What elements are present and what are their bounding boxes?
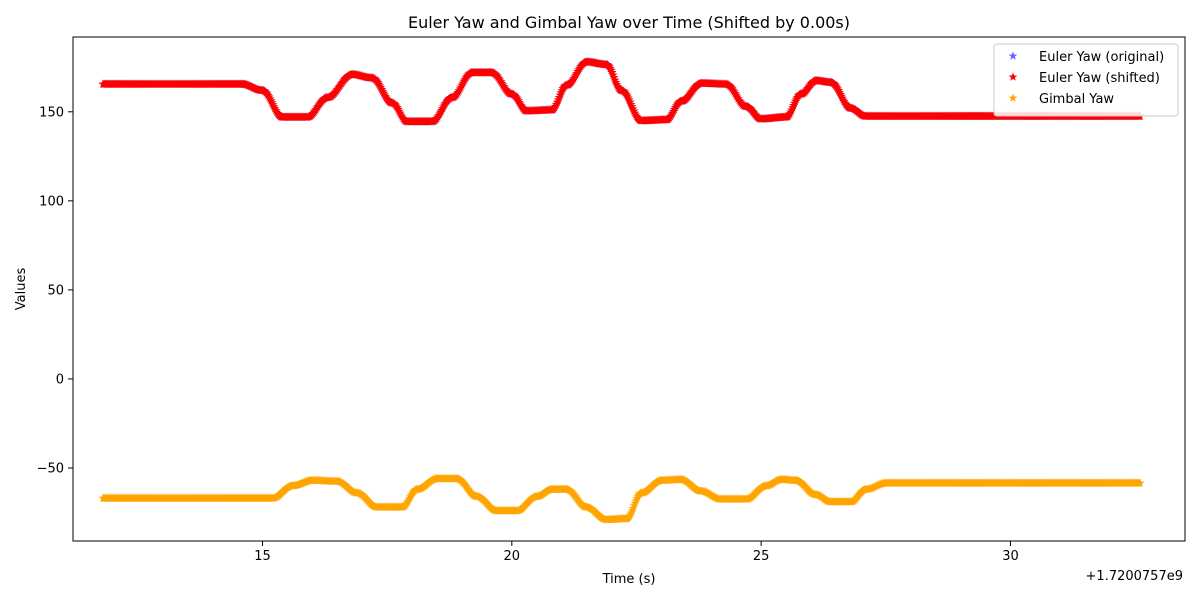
data-point [1135,478,1145,487]
data-point [267,98,277,107]
x-tick-label: 30 [1002,549,1019,564]
data-point [729,87,739,96]
data-point [626,99,636,109]
x-offset-label: +1.7200757e9 [1086,569,1183,584]
data-point [514,97,524,107]
data-point [834,86,843,95]
legend-box [993,43,1179,117]
x-axis: 15 20 25 30 [254,541,1019,564]
data-point [397,112,407,121]
data-point [498,80,508,89]
y-tick-label: 0 [56,372,64,387]
data-point [379,88,388,97]
data-point [264,92,274,101]
data-point [606,65,616,75]
data-point [733,94,743,103]
data-point [835,87,844,97]
legend-marker [1008,93,1018,102]
data-point [270,104,280,113]
data-point [627,102,637,111]
data-point [838,95,848,104]
data-point [605,63,615,73]
data-point [269,102,279,111]
data-point [268,100,278,109]
data-point [394,106,404,115]
data-point [629,106,639,115]
data-point [378,86,388,96]
x-axis-label: Time (s) [602,572,656,587]
data-point [611,77,621,87]
data-point [266,96,276,105]
data-point [610,75,620,84]
data-point [628,104,638,113]
legend-label: Euler Yaw (original) [1039,50,1164,65]
y-axis: −50 0 50 100 150 [37,105,73,476]
data-point [624,95,634,104]
y-tick-label: 150 [39,105,64,120]
data-point [499,82,509,91]
data-point [497,78,507,88]
data-point [630,108,640,117]
data-point [392,102,402,112]
data-point [609,72,619,82]
data-point [496,77,506,86]
data-point [625,97,635,106]
y-tick-label: 50 [47,283,64,298]
data-point [612,80,622,89]
x-tick-label: 20 [504,549,521,564]
data-point [621,89,631,99]
data-point [265,94,275,103]
data-point [732,92,742,101]
data-point [396,110,406,119]
data-point [494,73,504,83]
data-point [607,67,617,77]
data-point [837,93,847,102]
data-point [623,93,633,102]
data-point [836,89,845,99]
legend-label: Gimbal Yaw [1039,92,1114,107]
y-tick-label: −50 [37,461,64,476]
data-point [608,70,618,79]
data-point [263,90,273,100]
data-point [376,83,386,92]
chart-title: Euler Yaw and Gimbal Yaw over Time (Shif… [408,13,850,32]
data-point [837,91,846,101]
plot-frame [72,36,1186,542]
legend: Euler Yaw (original) Euler Yaw (shifted) G… [993,43,1179,117]
data-point [622,91,632,100]
data-point [393,104,403,114]
data-point [391,101,401,110]
data-point [380,90,389,99]
legend-marker [1008,72,1018,81]
data-point [728,85,738,94]
data-point [374,79,384,88]
x-tick-label: 25 [753,549,770,564]
data-point [731,90,741,100]
legend-marker [1008,51,1018,60]
data-point [833,84,842,93]
legend-label: Euler Yaw (shifted) [1039,71,1160,86]
data-marks [98,57,1145,524]
y-tick-label: 100 [39,194,64,209]
series-3-points [98,474,1145,524]
data-point [495,75,505,84]
data-point [631,110,641,119]
data-point [395,108,405,117]
data-point [271,105,281,115]
x-tick-label: 15 [254,549,271,564]
data-point [730,88,740,98]
data-point [375,81,385,90]
y-axis-label: Values [14,268,29,311]
data-point [377,84,387,94]
